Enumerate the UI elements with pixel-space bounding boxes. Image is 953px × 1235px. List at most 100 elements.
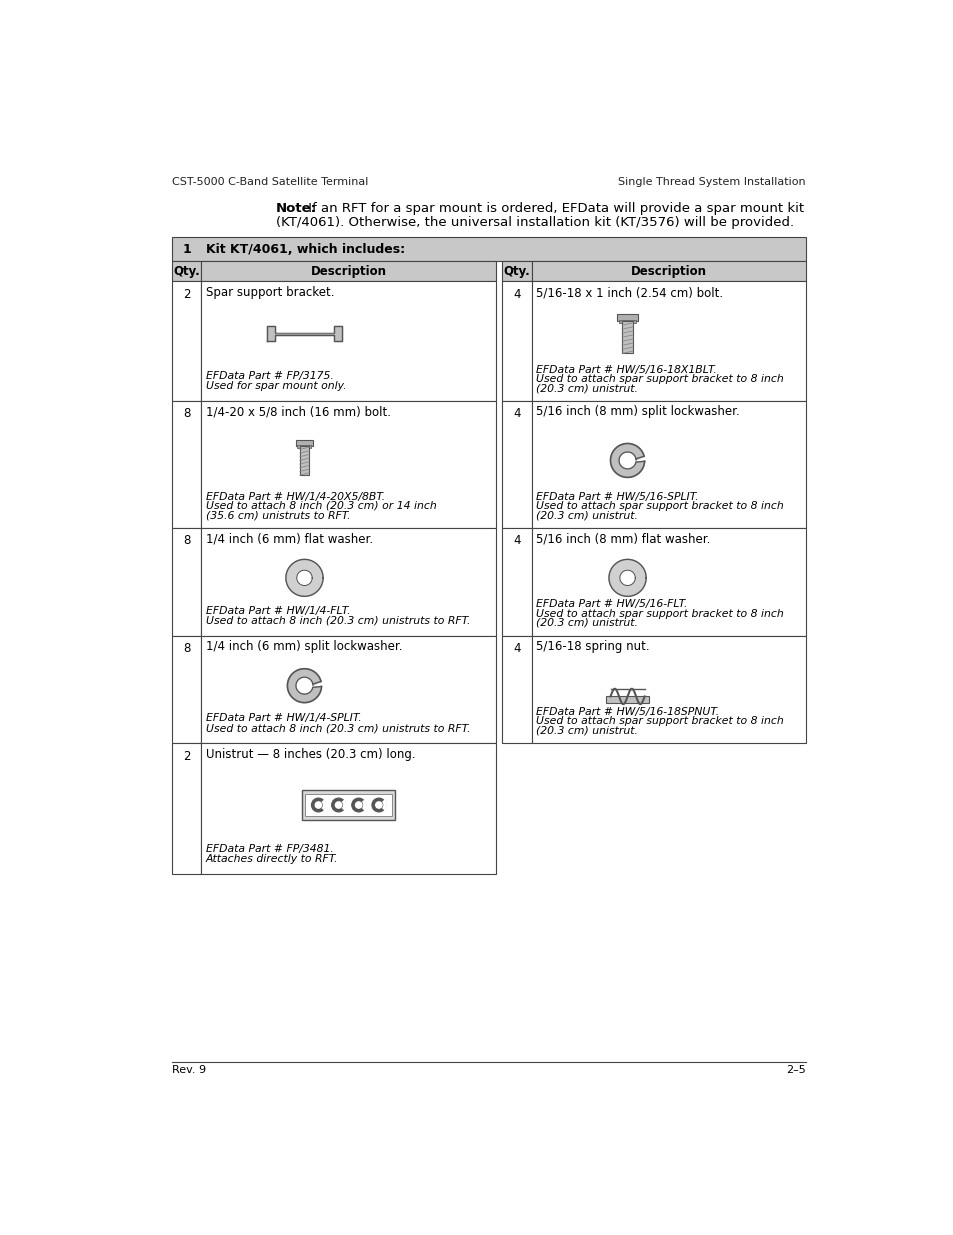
Text: 4: 4 (513, 534, 520, 547)
Text: Qty.: Qty. (173, 264, 200, 278)
Text: Single Thread System Installation: Single Thread System Installation (618, 177, 805, 186)
Circle shape (372, 798, 385, 811)
Text: 5/16 inch (8 mm) flat washer.: 5/16 inch (8 mm) flat washer. (536, 532, 710, 546)
Bar (201, 743, 496, 874)
Text: (KT/4061). Otherwise, the universal installation kit (KT/3576) will be provided.: (KT/4061). Otherwise, the universal inst… (275, 216, 793, 228)
Text: 5/16-18 spring nut.: 5/16-18 spring nut. (536, 640, 649, 653)
Text: Qty.: Qty. (503, 264, 530, 278)
Text: EFData Part # HW/1/4-20X5/8BT.: EFData Part # HW/1/4-20X5/8BT. (206, 492, 385, 501)
Circle shape (335, 802, 342, 809)
Polygon shape (286, 559, 323, 597)
Polygon shape (267, 326, 341, 341)
Bar (172, 237, 805, 262)
Text: 4: 4 (513, 288, 520, 300)
Bar (295, 440, 313, 446)
Text: (20.3 cm) unistrut.: (20.3 cm) unistrut. (536, 618, 638, 627)
Text: 2: 2 (183, 288, 191, 300)
Circle shape (314, 802, 322, 809)
Polygon shape (619, 571, 635, 585)
Text: CST-5000 C-Band Satellite Terminal: CST-5000 C-Band Satellite Terminal (172, 177, 368, 186)
Text: 4: 4 (513, 642, 520, 655)
Text: Description: Description (630, 264, 706, 278)
Bar (531, 262, 805, 282)
Text: EFData Part # FP/3175.: EFData Part # FP/3175. (206, 370, 334, 380)
Text: 1: 1 (182, 242, 191, 256)
Text: 2: 2 (183, 750, 191, 762)
Circle shape (332, 798, 345, 811)
Text: Used to attach spar support bracket to 8 inch: Used to attach spar support bracket to 8… (536, 374, 783, 384)
Text: 5/16 inch (8 mm) split lockwasher.: 5/16 inch (8 mm) split lockwasher. (536, 405, 740, 419)
Text: Used to attach 8 inch (20.3 cm) or 14 inch: Used to attach 8 inch (20.3 cm) or 14 in… (206, 501, 436, 511)
Bar (172, 262, 201, 282)
Text: Note:: Note: (275, 203, 316, 215)
Text: EFData Part # HW/1/4-SPLIT.: EFData Part # HW/1/4-SPLIT. (206, 714, 361, 724)
Bar (618, 320, 636, 324)
Bar (501, 636, 531, 743)
Bar (172, 636, 201, 743)
Text: 8: 8 (183, 534, 191, 547)
Polygon shape (608, 559, 645, 597)
Text: 1/4 inch (6 mm) split lockwasher.: 1/4 inch (6 mm) split lockwasher. (206, 640, 402, 653)
Bar (299, 446, 309, 475)
Text: Rev. 9: Rev. 9 (172, 1066, 206, 1076)
Bar (501, 527, 531, 636)
Bar (302, 789, 395, 820)
Text: Attaches directly to RFT.: Attaches directly to RFT. (206, 855, 338, 864)
Bar (531, 527, 805, 636)
Bar (621, 321, 633, 353)
Bar (201, 401, 496, 527)
Bar (172, 527, 201, 636)
Text: (35.6 cm) unistruts to RFT.: (35.6 cm) unistruts to RFT. (206, 510, 351, 520)
Text: EFData Part # HW/5/16-18SPNUT.: EFData Part # HW/5/16-18SPNUT. (536, 708, 719, 718)
Text: 8: 8 (183, 406, 191, 420)
Text: EFData Part # HW/5/16-SPLIT.: EFData Part # HW/5/16-SPLIT. (536, 492, 699, 501)
Bar (605, 697, 649, 703)
Text: Unistrut — 8 inches (20.3 cm) long.: Unistrut — 8 inches (20.3 cm) long. (206, 748, 416, 761)
Bar (501, 401, 531, 527)
Bar (501, 282, 531, 401)
Text: Kit KT/4061, which includes:: Kit KT/4061, which includes: (206, 242, 405, 256)
Bar (201, 636, 496, 743)
Circle shape (375, 802, 382, 809)
Text: 1/4-20 x 5/8 inch (16 mm) bolt.: 1/4-20 x 5/8 inch (16 mm) bolt. (206, 405, 391, 419)
Polygon shape (287, 668, 321, 703)
Text: 8: 8 (183, 642, 191, 655)
Bar (172, 401, 201, 527)
Text: 4: 4 (513, 406, 520, 420)
Bar (531, 401, 805, 527)
Text: 1/4 inch (6 mm) flat washer.: 1/4 inch (6 mm) flat washer. (206, 532, 373, 546)
Bar (617, 314, 637, 321)
Bar (297, 445, 311, 448)
Circle shape (355, 802, 362, 809)
Text: EFData Part # HW/5/16-FLT.: EFData Part # HW/5/16-FLT. (536, 599, 687, 609)
Text: Used for spar mount only.: Used for spar mount only. (206, 380, 346, 390)
Text: If an RFT for a spar mount is ordered, EFData will provide a spar mount kit: If an RFT for a spar mount is ordered, E… (303, 203, 803, 215)
Bar (201, 282, 496, 401)
Bar (201, 527, 496, 636)
Text: Description: Description (311, 264, 386, 278)
Text: Spar support bracket.: Spar support bracket. (206, 287, 335, 299)
Text: (20.3 cm) unistrut.: (20.3 cm) unistrut. (536, 726, 638, 736)
Text: EFData Part # HW/5/16-18X1BLT.: EFData Part # HW/5/16-18X1BLT. (536, 364, 717, 374)
Bar (531, 636, 805, 743)
Circle shape (352, 798, 365, 811)
Text: 2–5: 2–5 (785, 1066, 805, 1076)
Text: Used to attach spar support bracket to 8 inch: Used to attach spar support bracket to 8… (536, 501, 783, 511)
Bar (201, 262, 496, 282)
Polygon shape (610, 443, 644, 478)
Text: Used to attach spar support bracket to 8 inch: Used to attach spar support bracket to 8… (536, 609, 783, 619)
Bar (501, 262, 531, 282)
Text: Used to attach 8 inch (20.3 cm) unistruts to RFT.: Used to attach 8 inch (20.3 cm) unistrut… (206, 615, 470, 626)
Bar (531, 282, 805, 401)
Text: (20.3 cm) unistrut.: (20.3 cm) unistrut. (536, 383, 638, 393)
Text: Used to attach spar support bracket to 8 inch: Used to attach spar support bracket to 8… (536, 716, 783, 726)
Text: EFData Part # HW/1/4-FLT.: EFData Part # HW/1/4-FLT. (206, 605, 351, 615)
Bar (172, 282, 201, 401)
Text: EFData Part # FP/3481.: EFData Part # FP/3481. (206, 845, 334, 855)
Bar (305, 794, 392, 816)
Text: 5/16-18 x 1 inch (2.54 cm) bolt.: 5/16-18 x 1 inch (2.54 cm) bolt. (536, 287, 722, 299)
Circle shape (311, 798, 325, 811)
Bar (172, 743, 201, 874)
Text: (20.3 cm) unistrut.: (20.3 cm) unistrut. (536, 510, 638, 520)
Text: Used to attach 8 inch (20.3 cm) unistruts to RFT.: Used to attach 8 inch (20.3 cm) unistrut… (206, 724, 470, 734)
